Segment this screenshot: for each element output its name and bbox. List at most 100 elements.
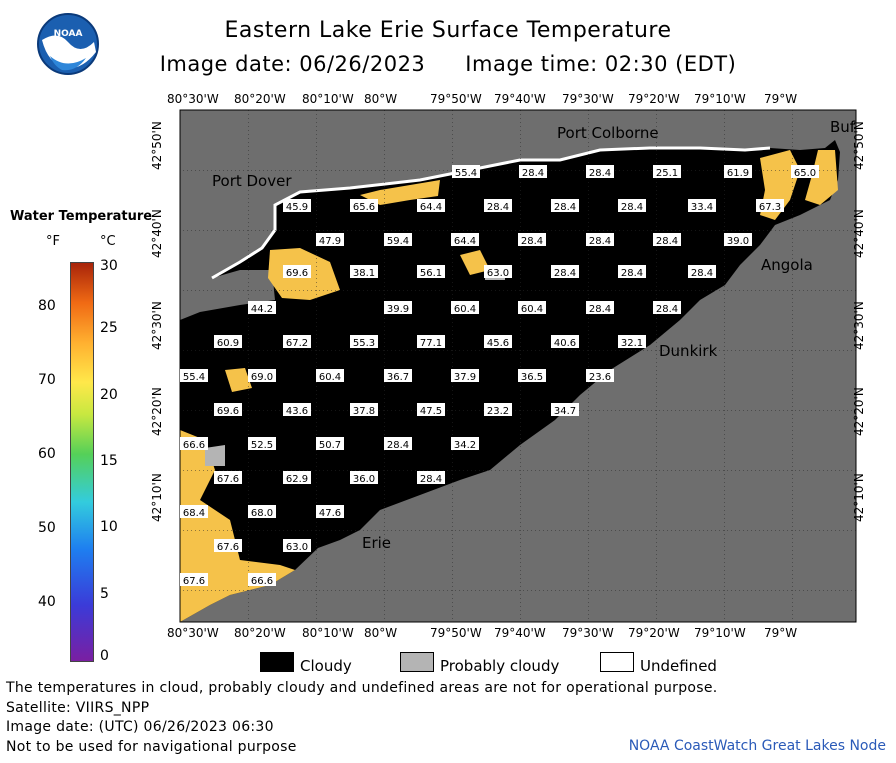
temperature-label-box bbox=[180, 505, 208, 518]
latitude-label: 42°50'N bbox=[852, 121, 866, 170]
legend-title: Water Temperature bbox=[10, 209, 153, 224]
temperature-value: 69.6 bbox=[217, 406, 239, 417]
temperature-label-box bbox=[618, 199, 646, 212]
temperature-label-box bbox=[248, 369, 276, 382]
temperature-label-box bbox=[283, 403, 311, 416]
operational-note: The temperatures in cloud, probably clou… bbox=[6, 680, 718, 696]
temperature-label-box bbox=[316, 233, 344, 246]
longitude-label: 79°20'W bbox=[628, 626, 680, 640]
celsius-tick: 10 bbox=[100, 519, 118, 535]
latitude-label: 42°20'N bbox=[150, 387, 164, 436]
temperature-value: 23.6 bbox=[589, 372, 611, 383]
temperature-label-box bbox=[688, 265, 716, 278]
cloudy-label: Cloudy bbox=[300, 657, 352, 675]
temperature-value: 23.2 bbox=[487, 406, 509, 417]
fahrenheit-tick: 40 bbox=[38, 594, 56, 610]
temperature-label-box bbox=[791, 165, 819, 178]
celsius-tick: 25 bbox=[100, 320, 118, 336]
temperature-label-box bbox=[350, 199, 378, 212]
temperature-label-box bbox=[350, 403, 378, 416]
temperature-label-box bbox=[551, 403, 579, 416]
temperature-label-box bbox=[350, 471, 378, 484]
temperature-value: 62.9 bbox=[286, 474, 308, 485]
temperature-label-box bbox=[180, 369, 208, 382]
temperature-value: 36.7 bbox=[387, 372, 409, 383]
image-date: Image date: 06/26/2023 bbox=[159, 52, 426, 76]
temperature-label-box bbox=[518, 301, 546, 314]
temperature-value: 65.0 bbox=[794, 168, 816, 179]
unit-fahrenheit: °F bbox=[46, 234, 60, 249]
temperature-value: 68.4 bbox=[183, 508, 205, 519]
temperature-label-box bbox=[484, 403, 512, 416]
noaa-logo: NOAA bbox=[37, 13, 99, 75]
temperature-value: 61.9 bbox=[727, 168, 749, 179]
temperature-value: 66.6 bbox=[183, 440, 205, 451]
temperature-value: 28.4 bbox=[554, 202, 576, 213]
temperature-label-box bbox=[248, 573, 276, 586]
temperature-label-box bbox=[451, 301, 479, 314]
temperature-value: 28.4 bbox=[589, 168, 611, 179]
temperature-label-box bbox=[653, 233, 681, 246]
temperature-value: 55.4 bbox=[183, 372, 205, 383]
temperature-label-box bbox=[551, 199, 579, 212]
temperature-values: 55.4 28.4 28.4 25.1 61.9 65.0 45.9 65.6 64.4 28.4… bbox=[180, 165, 819, 587]
longitude-label: 79°50'W bbox=[430, 626, 482, 640]
temperature-value: 60.4 bbox=[521, 304, 543, 315]
temperature-value: 69.0 bbox=[251, 372, 273, 383]
temperature-value: 59.4 bbox=[387, 236, 409, 247]
temperature-value: 47.9 bbox=[319, 236, 341, 247]
latitude-label: 42°10'N bbox=[852, 473, 866, 522]
latitude-label: 42°40'N bbox=[150, 209, 164, 258]
temperature-label-box bbox=[586, 165, 614, 178]
temperature-label-box bbox=[283, 471, 311, 484]
temperature-value: 28.4 bbox=[487, 202, 509, 213]
map-title: Eastern Lake Erie Surface Temperature bbox=[224, 18, 672, 43]
temperature-label-box bbox=[618, 335, 646, 348]
temperature-label-box bbox=[484, 265, 512, 278]
temperature-label-box bbox=[283, 199, 311, 212]
temperature-label-box bbox=[724, 165, 752, 178]
temperature-value: 55.4 bbox=[455, 168, 477, 179]
temperature-value: 32.1 bbox=[621, 338, 643, 349]
temperature-label-box bbox=[653, 165, 681, 178]
temperature-value: 37.9 bbox=[454, 372, 476, 383]
temperature-value: 33.4 bbox=[691, 202, 713, 213]
temperature-label-box bbox=[484, 199, 512, 212]
probably-cloudy-label: Probably cloudy bbox=[440, 657, 560, 675]
temperature-value: 28.4 bbox=[554, 268, 576, 279]
temperature-label-box bbox=[653, 301, 681, 314]
temperature-value: 47.5 bbox=[420, 406, 442, 417]
temperature-value: 67.3 bbox=[759, 202, 781, 213]
temperature-value: 36.5 bbox=[521, 372, 543, 383]
longitude-label: 80°30'W bbox=[167, 92, 219, 106]
temperature-label-box bbox=[214, 335, 242, 348]
temperature-label-box bbox=[451, 437, 479, 450]
temperature-label-box bbox=[316, 505, 344, 518]
temperature-value: 37.8 bbox=[353, 406, 375, 417]
place-labels: Port Colborne Port Dover Angola Dunkirk Erie… bbox=[212, 118, 856, 552]
unit-celsius: °C bbox=[100, 234, 116, 249]
temperature-label-box bbox=[283, 265, 311, 278]
navigation-note: Not to be used for navigational purpose bbox=[6, 739, 297, 755]
temperature-value: 34.2 bbox=[454, 440, 476, 451]
temperature-value: 60.4 bbox=[319, 372, 341, 383]
temperature-label-box bbox=[586, 301, 614, 314]
temperature-value: 68.0 bbox=[251, 508, 273, 519]
latitude-label: 42°40'N bbox=[852, 209, 866, 258]
temperature-value: 63.0 bbox=[286, 542, 308, 553]
temperature-value: 40.6 bbox=[554, 338, 576, 349]
latitude-label: 42°30'N bbox=[150, 301, 164, 350]
fahrenheit-tick: 80 bbox=[38, 298, 56, 314]
temperature-label-box bbox=[451, 369, 479, 382]
temperature-label-box bbox=[248, 301, 276, 314]
temperature-value: 47.6 bbox=[319, 508, 341, 519]
latitude-label: 42°20'N bbox=[852, 387, 866, 436]
temperature-value: 43.6 bbox=[286, 406, 308, 417]
temperature-value: 25.1 bbox=[656, 168, 678, 179]
temperature-label-box bbox=[551, 335, 579, 348]
temperature-label-box bbox=[180, 437, 208, 450]
place-label: Port Dover bbox=[212, 172, 292, 190]
longitude-label: 79°20'W bbox=[628, 92, 680, 106]
temperature-label-box bbox=[417, 199, 445, 212]
temperature-label-box bbox=[384, 369, 412, 382]
